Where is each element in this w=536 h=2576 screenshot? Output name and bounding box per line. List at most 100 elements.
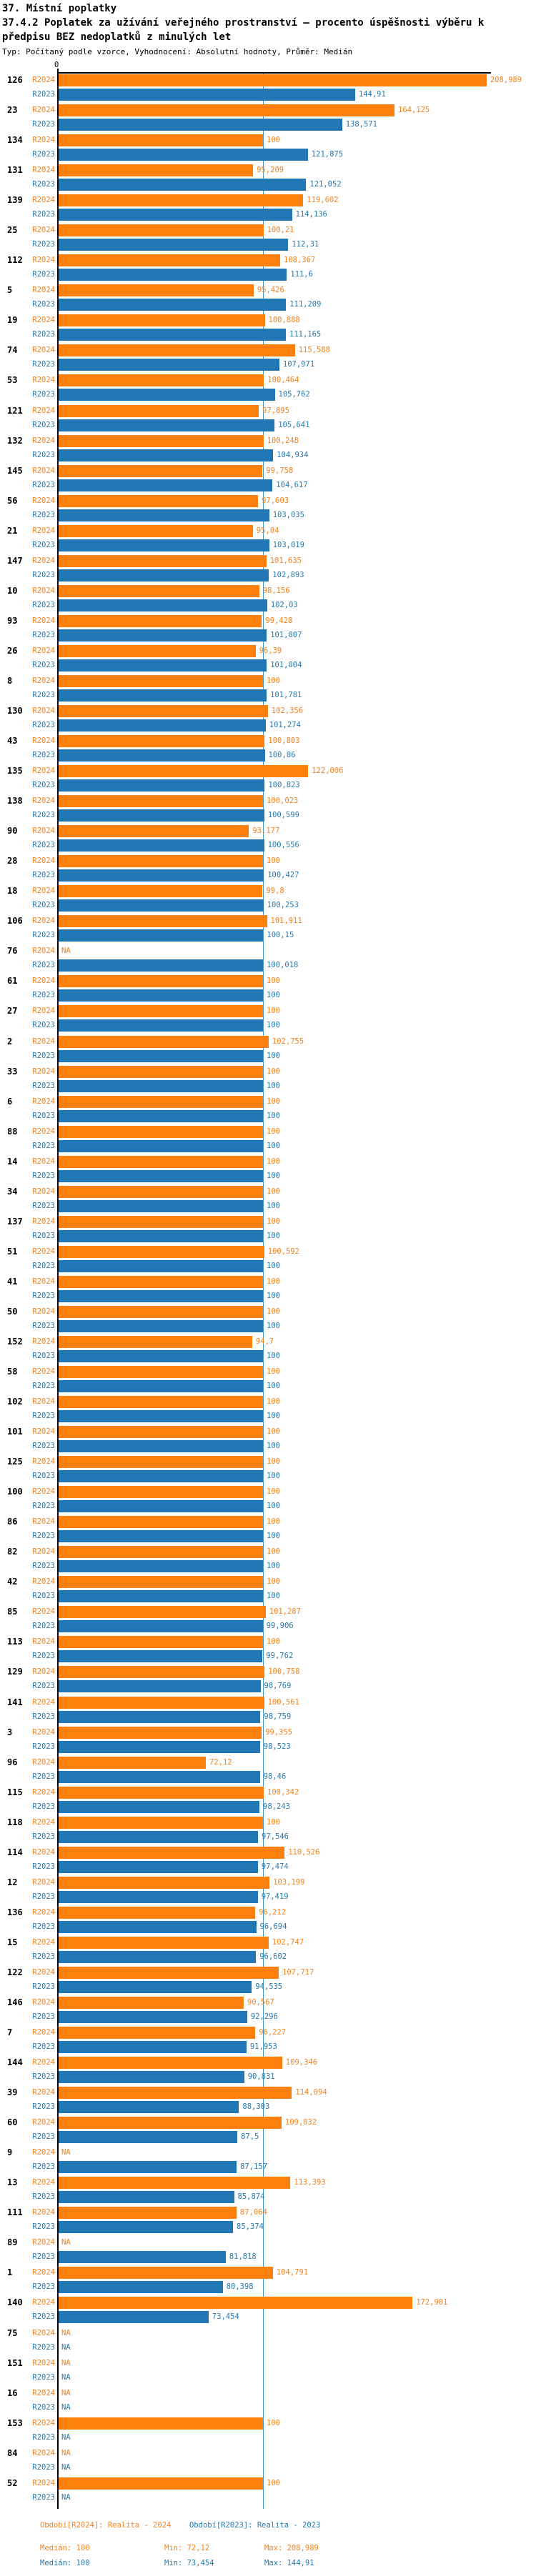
year-label-R2024: R2024: [32, 166, 55, 175]
year-label-R2024: R2024: [32, 2028, 55, 2037]
value-label-R2024: 95,426: [257, 286, 284, 295]
year-label-R2024: R2024: [32, 947, 55, 956]
bar-R2023: [58, 1319, 263, 1332]
bar-row-R2024: R2024 164,125: [0, 104, 536, 117]
year-label-R2024: R2024: [32, 616, 55, 625]
bar-R2024: [58, 704, 268, 717]
bar-R2024: [58, 1275, 263, 1288]
year-label-R2024: R2024: [32, 1397, 55, 1407]
bar-row-R2024: R2024 99,428: [0, 614, 536, 627]
group-row: 153 R2024 100 R2023 NA: [0, 2417, 536, 2444]
bar-row-R2023: R2023 100: [0, 1109, 536, 1122]
year-label-R2023: R2023: [32, 2012, 55, 2021]
year-label-R2023: R2023: [32, 450, 55, 459]
bar-R2024: [58, 795, 264, 808]
year-label-R2024: R2024: [32, 2298, 55, 2307]
bar-row-R2023: R2023 112,31: [0, 239, 536, 251]
bar-R2023: [58, 2221, 233, 2234]
year-label-R2024: R2024: [32, 1457, 55, 1467]
bar-R2023: [58, 809, 264, 822]
year-label-R2023: R2023: [32, 210, 55, 219]
bar-R2024: [58, 2267, 273, 2280]
year-label-R2023: R2023: [32, 360, 55, 369]
year-label-R2024: R2024: [32, 256, 55, 265]
value-label-R2023: 96,694: [259, 1922, 287, 1931]
bar-R2024: [58, 1936, 269, 1949]
value-label-R2024: 100: [267, 857, 280, 866]
group-row: 23 R2024 164,125 R2023 138,571: [0, 104, 536, 131]
year-label-R2023: R2023: [32, 2132, 55, 2142]
value-label-R2023: 73,454: [212, 2312, 239, 2322]
bar-R2024: [58, 524, 253, 537]
bar-row-R2024: R2024 100: [0, 975, 536, 988]
bar-row-R2024: R2024 100: [0, 1065, 536, 1078]
group-row: 101 R2024 100 R2023 100: [0, 1426, 536, 1453]
value-label-R2023: 100,018: [267, 961, 299, 970]
year-label-R2024: R2024: [32, 676, 55, 685]
value-label-R2024: 100,758: [268, 1667, 300, 1677]
bar-R2023: [58, 779, 265, 792]
year-label-R2023: R2023: [32, 90, 55, 99]
value-label-R2024: 103,199: [273, 1877, 305, 1887]
bar-row-R2024: R2024 122,006: [0, 765, 536, 778]
bar-row-R2023: R2023 87,157: [0, 2161, 536, 2174]
bar-row-R2023: R2023 97,474: [0, 1860, 536, 1873]
bar-R2024: [58, 374, 264, 387]
group-row: 141 R2024 100,561 R2023 98,759: [0, 1696, 536, 1723]
bar-row-R2023: R2023 90,831: [0, 2071, 536, 2084]
group-label: 39: [7, 2087, 18, 2098]
year-label-R2023: R2023: [32, 120, 55, 129]
year-label-R2023: R2023: [32, 540, 55, 549]
value-label-R2023: 100: [267, 1111, 280, 1120]
value-label-R2024: 102,755: [272, 1037, 304, 1046]
value-label-R2023: 100,556: [267, 841, 299, 850]
value-label-R2024: 95,04: [256, 526, 279, 535]
bar-R2023: [58, 2131, 238, 2144]
bar-R2024: [58, 2177, 291, 2190]
bar-R2023: [58, 1440, 263, 1453]
bar-R2023: [58, 1289, 263, 1302]
bar-R2023: [58, 1650, 263, 1663]
year-label-R2024: R2024: [32, 1817, 55, 1827]
group-row: 61 R2024 100 R2023 100: [0, 975, 536, 1002]
group-row: 139 R2024 119,602 R2023 114,136: [0, 194, 536, 221]
year-label-R2024: R2024: [32, 1907, 55, 1917]
bar-R2023: [58, 689, 267, 702]
year-label-R2024: R2024: [32, 2418, 55, 2427]
value-label-R2023: 103,019: [272, 540, 304, 549]
bar-row-R2024: R2024 100,758: [0, 1666, 536, 1679]
bar-R2023: [58, 539, 269, 551]
value-label-R2023: 98,769: [264, 1682, 292, 1691]
group-row: 114 R2024 110,526 R2023 97,474: [0, 1846, 536, 1873]
bar-R2023: [58, 1950, 257, 1963]
year-label-R2023: R2023: [32, 1321, 55, 1330]
bar-R2024: [58, 1035, 269, 1048]
bar-R2024: [58, 1065, 263, 1078]
value-label-R2023: 100: [267, 1291, 280, 1300]
year-label-R2023: R2023: [32, 841, 55, 850]
bar-row-R2023: R2023 100: [0, 1410, 536, 1423]
year-label-R2023: R2023: [32, 1862, 55, 1871]
value-label-R2023: 85,874: [237, 2192, 265, 2202]
bar-row-R2024: R2024 100,248: [0, 434, 536, 447]
group-label: 113: [7, 1637, 23, 1647]
year-label-R2024: R2024: [32, 1787, 55, 1797]
year-label-R2023: R2023: [32, 1562, 55, 1571]
value-label-R2024: 100: [267, 1157, 280, 1166]
bar-row-R2023: R2023 100: [0, 1319, 536, 1332]
value-label-R2024: 109,346: [285, 2058, 318, 2067]
group-row: 34 R2024 100 R2023 100: [0, 1185, 536, 1212]
bar-R2023: [58, 1019, 263, 1032]
bar-row-R2023: R2023 100,86: [0, 749, 536, 762]
bar-row-R2024: R2024 104,791: [0, 2267, 536, 2280]
bar-row-R2023: R2023 114,136: [0, 209, 536, 221]
value-label-R2024: NA: [61, 2238, 71, 2247]
year-label-R2024: R2024: [32, 977, 55, 986]
stat-min-2024: Min: 72,12: [164, 2544, 210, 2552]
bar-row-R2023: R2023 NA: [0, 2432, 536, 2444]
group-label: 23: [7, 105, 18, 116]
stat-median-2024: Medián: 100: [40, 2544, 90, 2552]
bar-row-R2023: R2023 98,523: [0, 1740, 536, 1753]
group-row: 26 R2024 96,39 R2023 101,804: [0, 644, 536, 672]
bar-row-R2024: R2024 100,888: [0, 314, 536, 327]
